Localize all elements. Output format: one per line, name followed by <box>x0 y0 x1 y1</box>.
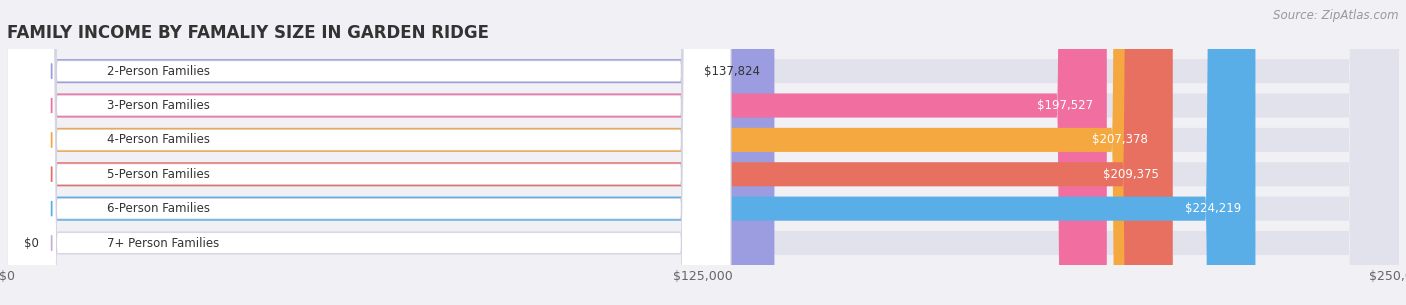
Text: 6-Person Families: 6-Person Families <box>107 202 211 215</box>
FancyBboxPatch shape <box>7 0 731 305</box>
FancyBboxPatch shape <box>7 0 1399 305</box>
Text: $137,824: $137,824 <box>704 65 761 78</box>
Text: 4-Person Families: 4-Person Families <box>107 133 211 146</box>
FancyBboxPatch shape <box>7 0 1399 305</box>
FancyBboxPatch shape <box>7 0 1399 305</box>
Text: $207,378: $207,378 <box>1092 133 1147 146</box>
FancyBboxPatch shape <box>7 0 1107 305</box>
FancyBboxPatch shape <box>7 0 731 305</box>
FancyBboxPatch shape <box>7 0 1399 305</box>
Text: FAMILY INCOME BY FAMALIY SIZE IN GARDEN RIDGE: FAMILY INCOME BY FAMALIY SIZE IN GARDEN … <box>7 24 489 42</box>
FancyBboxPatch shape <box>7 0 731 305</box>
Text: 5-Person Families: 5-Person Families <box>107 168 209 181</box>
FancyBboxPatch shape <box>7 0 775 305</box>
Text: 7+ Person Families: 7+ Person Families <box>107 236 219 249</box>
FancyBboxPatch shape <box>7 0 1399 305</box>
Text: $209,375: $209,375 <box>1102 168 1159 181</box>
Text: 3-Person Families: 3-Person Families <box>107 99 209 112</box>
FancyBboxPatch shape <box>7 0 1399 305</box>
FancyBboxPatch shape <box>7 0 731 305</box>
FancyBboxPatch shape <box>7 0 1161 305</box>
Text: $0: $0 <box>24 236 38 249</box>
Text: 2-Person Families: 2-Person Families <box>107 65 211 78</box>
FancyBboxPatch shape <box>7 0 1256 305</box>
FancyBboxPatch shape <box>7 0 731 305</box>
Text: $224,219: $224,219 <box>1185 202 1241 215</box>
Text: $197,527: $197,527 <box>1036 99 1092 112</box>
Text: Source: ZipAtlas.com: Source: ZipAtlas.com <box>1274 9 1399 22</box>
FancyBboxPatch shape <box>7 0 1173 305</box>
FancyBboxPatch shape <box>7 0 731 305</box>
